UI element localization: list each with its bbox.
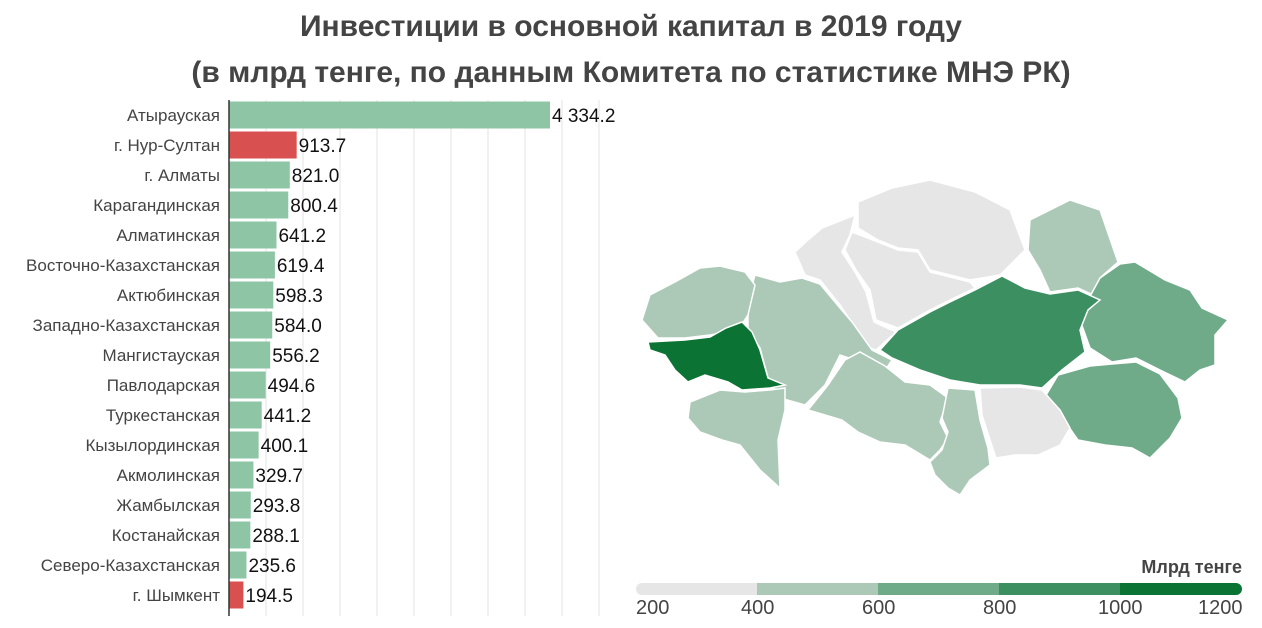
data-label: 641.2 <box>278 226 326 247</box>
data-label: 598.3 <box>275 286 323 307</box>
category-label: Северо-Казахстанская <box>41 556 220 575</box>
data-label: 400.1 <box>261 436 309 457</box>
map-region-zhambyl <box>979 386 1071 459</box>
legend-bin-5 <box>1120 583 1242 595</box>
category-label: Восточно-Казахстанская <box>26 256 220 275</box>
legend-tick: 600 <box>862 597 896 619</box>
data-label: 913.7 <box>299 136 347 157</box>
category-label: Кызылординская <box>85 436 220 455</box>
legend-tick: 400 <box>741 597 775 619</box>
bar <box>229 251 275 279</box>
legend-tick: 1200 <box>1198 597 1243 619</box>
data-label: 494.6 <box>268 376 316 397</box>
bar <box>229 161 290 189</box>
map-region-akmola <box>844 231 977 329</box>
map-region-atyrau <box>647 321 788 391</box>
map-region-mangystau <box>687 387 786 490</box>
data-label: 584.0 <box>274 316 322 337</box>
category-label: Павлодарская <box>107 376 220 395</box>
map-legend: Млрд тенге 200 400 600 800 1000 1200 <box>636 555 1243 625</box>
legend-tick: 200 <box>636 597 670 619</box>
category-label: Атырауская <box>127 106 220 125</box>
bar <box>229 101 550 129</box>
legend-bin-2 <box>757 583 878 595</box>
chart-subtitle: (в млрд тенге, по данным Комитета по ста… <box>191 56 1071 89</box>
legend-bin-4 <box>999 583 1120 595</box>
map-region-kyzylorda <box>806 351 949 461</box>
map-region-east-kazakhstan <box>1079 261 1230 383</box>
bar <box>229 341 271 369</box>
data-label: 800.4 <box>290 196 338 217</box>
category-label: г. Алматы <box>144 166 220 185</box>
data-label: 293.8 <box>253 496 301 517</box>
bar-chart: Атырауская 4 334.2 г. Нур-Султан 913.7 г. Ал… <box>26 100 615 616</box>
category-label: Костанайская <box>112 526 220 545</box>
bar <box>229 401 262 429</box>
data-label: 441.2 <box>264 406 312 427</box>
bar <box>229 431 259 459</box>
bar <box>229 131 297 159</box>
bar <box>229 551 247 579</box>
map-region-karaganda <box>878 275 1102 389</box>
legend-bin-1 <box>636 583 757 595</box>
legend-tick: 800 <box>983 597 1017 619</box>
data-label: 329.7 <box>255 466 303 487</box>
legend-bin-3 <box>878 583 999 595</box>
category-label: Туркестанская <box>106 406 220 425</box>
category-label: г. Нур-Султан <box>114 136 220 155</box>
category-label: Акмолинская <box>117 466 220 485</box>
bar <box>229 491 251 519</box>
bar <box>229 521 251 549</box>
category-label: г. Шымкент <box>133 586 221 605</box>
data-label: 4 334.2 <box>552 106 615 127</box>
legend-title: Млрд тенге <box>1141 557 1242 577</box>
map-region-north-kazakhstan <box>857 179 1026 281</box>
category-label: Актюбинская <box>117 286 220 305</box>
bar <box>229 221 277 249</box>
bar <box>229 191 289 219</box>
map-region-almaty <box>1041 361 1183 459</box>
category-label: Мангистауская <box>102 346 220 365</box>
chart-title: Инвестиции в основной капитал в 2019 год… <box>299 10 962 43</box>
data-label: 288.1 <box>252 526 300 547</box>
category-label: Алматинская <box>116 226 220 245</box>
category-label: Западно-Казахстанская <box>33 316 220 335</box>
bar <box>229 281 274 309</box>
bar <box>229 581 244 609</box>
bar <box>229 311 273 339</box>
map-region-turkestan <box>929 387 991 497</box>
legend-tick: 1000 <box>1098 597 1143 619</box>
category-label: Карагандинская <box>93 196 220 215</box>
data-label: 556.2 <box>272 346 320 367</box>
bar <box>229 371 266 399</box>
kazakhstan-map <box>641 179 1230 497</box>
bar <box>229 461 254 489</box>
data-label: 619.4 <box>277 256 325 277</box>
category-label: Жамбылская <box>116 496 220 515</box>
data-label: 194.5 <box>245 586 293 607</box>
data-label: 821.0 <box>292 166 340 187</box>
data-label: 235.6 <box>248 556 296 577</box>
